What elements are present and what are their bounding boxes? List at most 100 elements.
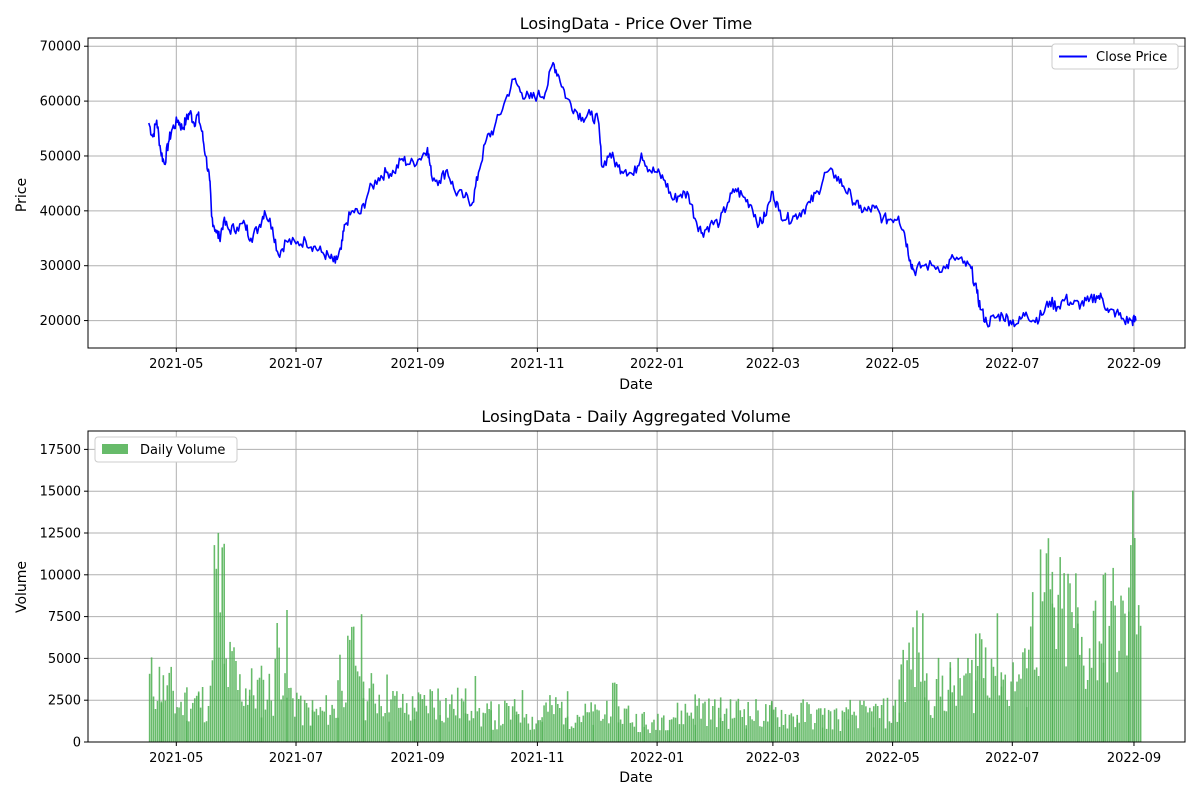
volume-bar bbox=[629, 722, 632, 742]
volume-bar bbox=[515, 714, 518, 742]
volume-bar bbox=[1012, 662, 1014, 742]
volume-bar bbox=[221, 547, 224, 742]
volume-bar bbox=[519, 722, 522, 742]
volume-bar bbox=[557, 704, 559, 742]
volume-bar bbox=[517, 714, 520, 742]
volume-bar bbox=[1035, 667, 1038, 742]
volume-bar bbox=[774, 707, 777, 742]
volume-bar bbox=[953, 685, 955, 742]
volume-bar bbox=[1118, 650, 1120, 742]
volume-bar bbox=[1108, 625, 1111, 742]
volume-bar bbox=[639, 732, 642, 742]
volume-bar bbox=[417, 692, 420, 742]
volume-bar bbox=[1139, 625, 1142, 742]
volume-bar bbox=[835, 708, 838, 742]
volume-bar bbox=[998, 695, 1001, 742]
volume-bar bbox=[767, 721, 769, 742]
volume-bar bbox=[374, 703, 377, 742]
volume-bar bbox=[735, 701, 738, 742]
volume-bar bbox=[504, 700, 506, 742]
volume-bar bbox=[878, 718, 881, 742]
volume-bar bbox=[937, 657, 940, 742]
volume-bar bbox=[1069, 583, 1071, 742]
volume-bar bbox=[894, 699, 897, 742]
volume-y-tick-label: 17500 bbox=[40, 443, 81, 458]
volume-bar bbox=[1002, 679, 1005, 742]
volume-bar bbox=[884, 728, 887, 742]
volume-bar bbox=[645, 724, 647, 742]
volume-y-tick-label: 15000 bbox=[40, 485, 81, 500]
price-legend-box bbox=[1051, 43, 1179, 70]
volume-bar bbox=[199, 707, 202, 742]
volume-bar bbox=[1132, 490, 1134, 742]
volume-bar bbox=[1080, 636, 1083, 742]
volume-bar bbox=[600, 720, 602, 742]
volume-bar bbox=[462, 701, 465, 742]
volume-bar bbox=[610, 716, 612, 742]
price-x-tick-label: 2022-05 bbox=[865, 357, 919, 372]
volume-bar bbox=[1063, 573, 1065, 742]
volume-bar bbox=[821, 714, 824, 742]
volume-bar bbox=[197, 691, 200, 742]
volume-bar bbox=[678, 724, 681, 742]
volume-bar bbox=[229, 641, 231, 742]
volume-bar bbox=[237, 690, 239, 742]
volume-bar bbox=[696, 705, 698, 742]
volume-bar bbox=[195, 695, 198, 742]
volume-bar bbox=[743, 709, 746, 742]
price-x-tick-label: 2021-07 bbox=[269, 357, 323, 372]
volume-bar bbox=[386, 674, 388, 742]
volume-bar bbox=[1094, 600, 1097, 742]
volume-bar bbox=[160, 701, 163, 742]
volume-bar bbox=[1026, 668, 1028, 742]
volume-bar bbox=[509, 719, 512, 742]
volume-bar bbox=[1053, 607, 1056, 742]
volume-bar bbox=[627, 705, 630, 742]
volume-bar bbox=[674, 717, 677, 742]
volume-bar bbox=[303, 700, 306, 742]
price-x-tick-label: 2022-03 bbox=[746, 357, 800, 372]
volume-bar bbox=[1130, 545, 1132, 742]
volume-y-tick-label: 10000 bbox=[40, 568, 81, 583]
volume-bar bbox=[286, 610, 288, 742]
volume-bar bbox=[867, 712, 869, 742]
volume-bar bbox=[268, 673, 271, 742]
volume-bar bbox=[523, 717, 526, 742]
volume-bar bbox=[543, 705, 545, 742]
volume-bar bbox=[670, 719, 673, 742]
volume-bar bbox=[633, 726, 636, 742]
volume-y-tick-label: 2500 bbox=[48, 694, 81, 709]
volume-bar bbox=[441, 720, 443, 742]
volume-bar bbox=[800, 702, 802, 742]
volume-bar bbox=[818, 708, 820, 742]
volume-bar bbox=[305, 703, 308, 742]
volume-bar bbox=[725, 708, 728, 742]
volume-bar bbox=[810, 713, 812, 742]
volume-bar bbox=[347, 635, 349, 742]
volume-bar bbox=[378, 694, 381, 742]
volume-bar bbox=[572, 727, 575, 742]
volume-bar bbox=[421, 699, 424, 742]
volume-bar bbox=[631, 722, 634, 742]
volume-bar bbox=[580, 722, 583, 742]
volume-bar bbox=[437, 688, 439, 742]
volume-bar bbox=[1000, 686, 1003, 742]
volume-bar bbox=[1090, 667, 1093, 742]
volume-bar bbox=[880, 705, 883, 742]
volume-bar bbox=[888, 721, 891, 742]
volume-bar bbox=[464, 713, 467, 742]
volume-bar bbox=[521, 690, 524, 742]
volume-bar bbox=[358, 676, 361, 742]
volume-bar bbox=[537, 720, 539, 742]
price-y-tick-label: 50000 bbox=[40, 149, 81, 164]
volume-bar bbox=[708, 698, 710, 742]
volume-bar bbox=[384, 713, 386, 742]
volume-bar bbox=[425, 705, 428, 742]
volume-bar bbox=[965, 673, 967, 742]
volume-bar bbox=[1102, 575, 1105, 742]
volume-bar bbox=[749, 716, 751, 742]
volume-bar bbox=[751, 719, 753, 742]
volume-bar bbox=[955, 705, 957, 742]
volume-bar bbox=[239, 674, 241, 742]
volume-bar bbox=[372, 683, 375, 742]
